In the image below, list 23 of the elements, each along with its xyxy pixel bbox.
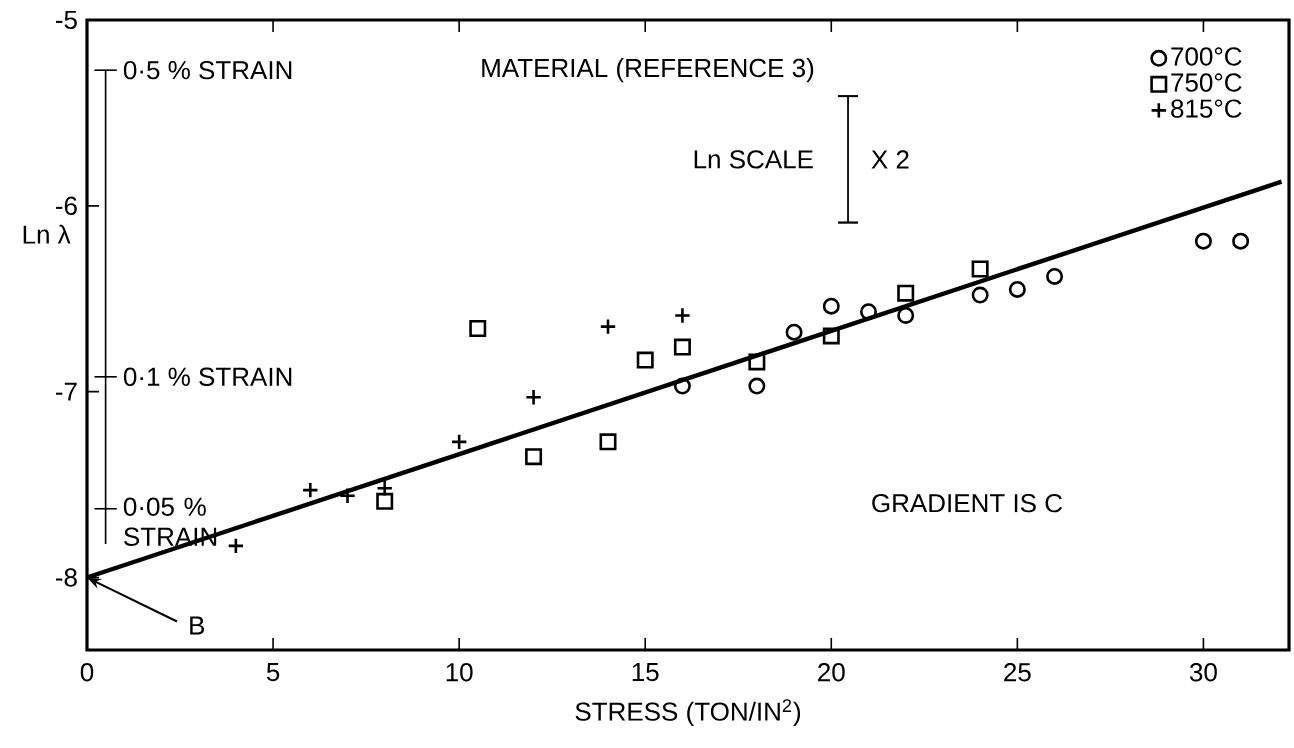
x-tick-label: 10 <box>446 663 473 682</box>
x-tick-label: 25 <box>1004 663 1031 682</box>
y-tick-label: -5 <box>55 10 77 30</box>
x-tick-label: 0 <box>80 663 94 682</box>
annotation: B <box>190 616 205 635</box>
x-tick-label: 20 <box>818 663 845 682</box>
y-tick-label: -6 <box>55 196 77 216</box>
legend-label: 700°C <box>1171 47 1242 66</box>
annotation: Ln SCALE <box>694 150 813 169</box>
y-axis-title: Ln λ <box>23 224 71 244</box>
annotation: GRADIENT IS C <box>872 493 1063 513</box>
x-tick-label: 5 <box>266 663 280 682</box>
x-tick-label: 30 <box>1189 663 1217 682</box>
x-axis-title: STRESS (TON/IN$^{2}$) <box>575 699 801 726</box>
annotation: 0·5 % STRAIN <box>123 60 292 80</box>
legend-label: 815°C <box>1171 99 1242 118</box>
x-tick-label: 15 <box>632 663 659 682</box>
y-tick-label: -7 <box>55 382 77 401</box>
legend-label: 750°C <box>1171 73 1242 92</box>
annotation: X 2 <box>871 150 909 169</box>
annotation: 0·1 % STRAIN <box>123 367 292 386</box>
annotation: MATERIAL (REFERENCE 3) <box>482 58 814 83</box>
y-tick-label: -8 <box>55 568 77 587</box>
